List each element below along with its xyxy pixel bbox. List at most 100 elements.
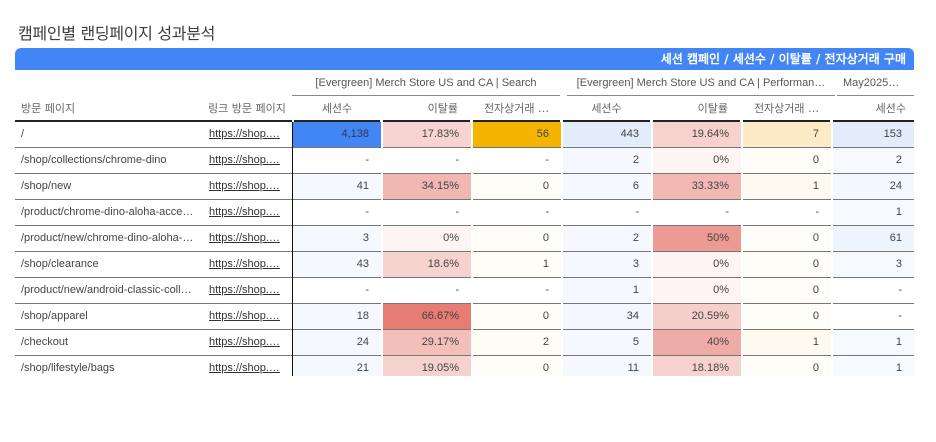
column-header-sessions-2[interactable]: 세션수 — [563, 96, 650, 122]
sessions-3-cell: - — [833, 278, 914, 304]
sessions-2-cell: 1 — [563, 278, 651, 304]
landing-page-link[interactable]: https://shop.… — [200, 174, 292, 200]
ecommerce-1-cell: 2 — [473, 330, 561, 356]
ecommerce-1-cell: 56 — [473, 122, 561, 148]
ecommerce-2-cell: - — [743, 200, 831, 226]
group-header-performance[interactable]: [Evergreen] Merch Store US and CA | Perf… — [567, 72, 835, 96]
column-header-ecommerce-2[interactable]: 전자상거래 … — [743, 96, 830, 122]
sessions-1-cell: - — [293, 200, 381, 226]
bounce-2-cell: 20.59% — [653, 304, 741, 330]
ecommerce-2-cell: 0 — [743, 252, 831, 278]
ecommerce-1-cell: - — [473, 148, 561, 174]
table-row: /shop/collections/chrome-dino https://sho… — [15, 148, 914, 174]
table-row: /checkout https://shop.… 24 29.17% 2 5 40% 1 1 — [15, 330, 914, 356]
bounce-1-cell: 19.05% — [383, 356, 471, 376]
landing-page-link[interactable]: https://shop.… — [200, 148, 292, 174]
bounce-2-cell: 18.18% — [653, 356, 741, 376]
sessions-3-cell: 1 — [833, 330, 914, 356]
column-header-bounce-1[interactable]: 이탈률 — [383, 96, 470, 122]
sessions-1-cell: 41 — [293, 174, 381, 200]
bounce-1-cell: 29.17% — [383, 330, 471, 356]
landing-page-link[interactable]: https://shop.… — [200, 252, 292, 278]
sessions-2-cell: 11 — [563, 356, 651, 376]
landing-page-cell: /checkout — [15, 330, 200, 356]
ecommerce-2-cell: 0 — [743, 304, 831, 330]
sessions-1-cell: - — [293, 148, 381, 174]
table-row: /shop/clearance https://shop.… 43 18.6% 1 3 0%… — [15, 252, 914, 278]
ecommerce-2-cell: 0 — [743, 278, 831, 304]
column-header-bounce-2[interactable]: 이탈률 — [653, 96, 740, 122]
bounce-2-cell: - — [653, 200, 741, 226]
group-header-may2025[interactable]: May2025… — [837, 72, 914, 96]
ecommerce-2-cell: 7 — [743, 122, 831, 148]
bounce-2-cell: 0% — [653, 278, 741, 304]
ecommerce-1-cell: - — [473, 278, 561, 304]
sessions-3-cell: 1 — [833, 356, 914, 376]
landing-page-cell: /shop/collections/chrome-dino — [15, 148, 200, 174]
landing-page-link[interactable]: https://shop.… — [200, 122, 292, 148]
sessions-2-cell: 5 — [563, 330, 651, 356]
table-row: /shop/new https://shop.… 41 34.15% 0 6 33.33% 1… — [15, 174, 914, 200]
landing-page-cell: /shop/apparel — [15, 304, 200, 330]
table-row: /shop/apparel https://shop.… 18 66.67% 0 34 20… — [15, 304, 914, 330]
table-row: /shop/lifestyle/bags https://shop.… 21 19.0… — [15, 356, 914, 376]
landing-page-cell: /shop/lifestyle/bags — [15, 356, 200, 376]
bounce-1-cell: 18.6% — [383, 252, 471, 278]
ecommerce-1-cell: 0 — [473, 304, 561, 330]
sessions-1-cell: 21 — [293, 356, 381, 376]
bounce-2-cell: 50% — [653, 226, 741, 252]
landing-page-cell: / — [15, 122, 200, 148]
ecommerce-1-cell: 0 — [473, 174, 561, 200]
sessions-2-cell: 443 — [563, 122, 651, 148]
sessions-2-cell: 2 — [563, 226, 651, 252]
bounce-1-cell: 66.67% — [383, 304, 471, 330]
sessions-3-cell: 3 — [833, 252, 914, 278]
ecommerce-2-cell: 0 — [743, 226, 831, 252]
landing-page-link[interactable]: https://shop.… — [200, 304, 292, 330]
ecommerce-1-cell: 0 — [473, 356, 561, 376]
sessions-1-cell: 3 — [293, 226, 381, 252]
report-title: 캠페인별 랜딩페이지 성과분석 — [18, 24, 216, 43]
sessions-1-cell: 18 — [293, 304, 381, 330]
sessions-1-cell: - — [293, 278, 381, 304]
bounce-1-cell: 17.83% — [383, 122, 471, 148]
sessions-1-cell: 43 — [293, 252, 381, 278]
landing-page-cell: /shop/clearance — [15, 252, 200, 278]
bounce-2-cell: 0% — [653, 252, 741, 278]
landing-page-link[interactable]: https://shop.… — [200, 226, 292, 252]
column-divider — [292, 122, 293, 376]
bounce-2-cell: 19.64% — [653, 122, 741, 148]
bounce-1-cell: - — [383, 278, 471, 304]
landing-page-link[interactable]: https://shop.… — [200, 278, 292, 304]
sessions-2-cell: 2 — [563, 148, 651, 174]
sessions-3-cell: 61 — [833, 226, 914, 252]
bounce-1-cell: - — [383, 148, 471, 174]
landing-page-link[interactable]: https://shop.… — [200, 330, 292, 356]
bounce-1-cell: 0% — [383, 226, 471, 252]
ecommerce-2-cell: 1 — [743, 174, 831, 200]
sessions-3-cell: 24 — [833, 174, 914, 200]
group-header-search[interactable]: [Evergreen] Merch Store US and CA | Sear… — [292, 72, 560, 96]
column-header-ecommerce-1[interactable]: 전자상거래 … — [473, 96, 560, 122]
table-row: / https://shop.… 4,138 17.83% 56 443 19.64% 7 15… — [15, 122, 914, 148]
landing-page-link[interactable]: https://shop.… — [200, 356, 292, 376]
column-header-link[interactable]: 링크 방문 페이지 — [200, 96, 292, 122]
sessions-1-cell: 4,138 — [293, 122, 381, 148]
table-row: /product/new/chrome-dino-aloha-… https://… — [15, 226, 914, 252]
pivot-table: [Evergreen] Merch Store US and CA | Sear… — [15, 72, 914, 376]
column-header-page[interactable]: 방문 페이지 — [15, 96, 200, 122]
ecommerce-1-cell: 1 — [473, 252, 561, 278]
landing-page-cell: /product/new/chrome-dino-aloha-… — [15, 226, 200, 252]
bounce-2-cell: 40% — [653, 330, 741, 356]
landing-page-cell: /shop/new — [15, 174, 200, 200]
column-header-sessions-1[interactable]: 세션수 — [294, 96, 380, 122]
ecommerce-1-cell: 0 — [473, 226, 561, 252]
table-header-bar: 세션 캠페인 / 세션수 / 이탈률 / 전자상거래 구매 — [15, 48, 914, 70]
sessions-2-cell: 6 — [563, 174, 651, 200]
sessions-3-cell: 153 — [833, 122, 914, 148]
landing-page-link[interactable]: https://shop.… — [200, 200, 292, 226]
bounce-1-cell: - — [383, 200, 471, 226]
column-header-sessions-3[interactable]: 세션수 — [833, 96, 914, 122]
ecommerce-2-cell: 0 — [743, 356, 831, 376]
sessions-3-cell: 1 — [833, 200, 914, 226]
